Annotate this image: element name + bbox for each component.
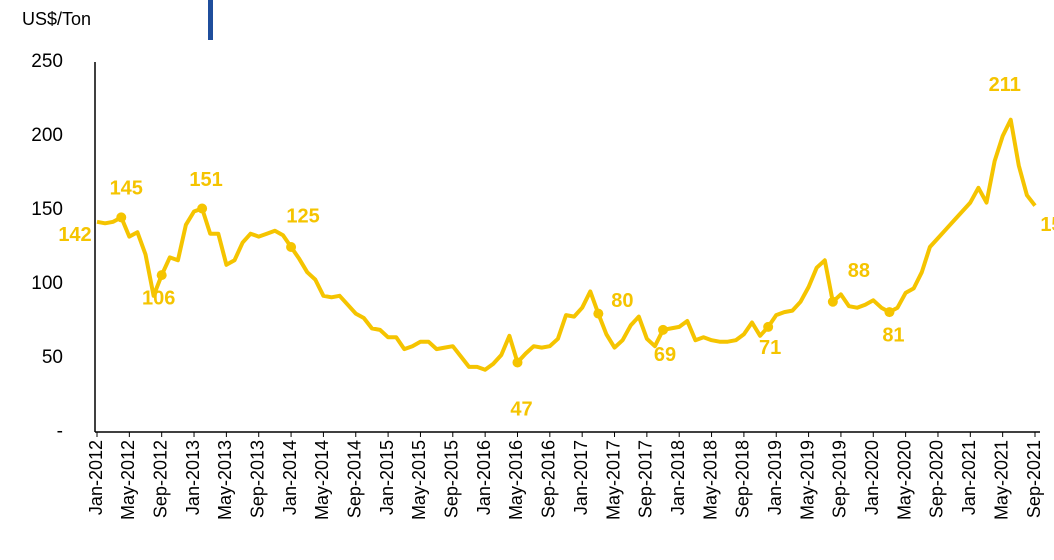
- x-tick-label: Jan-2012: [86, 440, 106, 515]
- marker: [286, 242, 297, 252]
- x-tick-label: May-2012: [118, 440, 138, 520]
- x-tick-label: May-2020: [894, 440, 914, 520]
- y-tick-label: 100: [31, 273, 63, 294]
- marker: [156, 270, 167, 281]
- y-axis-label: US$/Ton: [22, 9, 91, 29]
- x-tick-label: May-2014: [312, 440, 332, 520]
- value-label: 211: [989, 74, 1021, 96]
- x-tick-label: May-2013: [215, 440, 235, 520]
- x-tick-label: May-2018: [700, 440, 720, 520]
- x-tick-label: Jan-2014: [280, 440, 300, 515]
- marker: [884, 307, 895, 318]
- value-label: 69: [654, 344, 676, 366]
- value-label: 153: [1040, 214, 1054, 236]
- x-tick-label: Jan-2020: [862, 440, 882, 515]
- value-label: 47: [510, 399, 532, 421]
- x-tick-label: Sep-2019: [830, 440, 850, 518]
- x-tick-label: Jan-2013: [183, 440, 203, 515]
- x-tick-label: Jan-2016: [474, 440, 494, 515]
- x-tick-label: Sep-2014: [345, 440, 365, 518]
- x-tick-label: Jan-2018: [668, 440, 688, 515]
- x-tick-label: May-2016: [506, 440, 526, 520]
- marker: [827, 296, 838, 307]
- y-tick-label: 200: [31, 125, 63, 146]
- y-tick-label: 250: [31, 51, 63, 72]
- marker: [197, 203, 208, 214]
- x-tick-label: Jan-2021: [959, 440, 979, 515]
- marker: [658, 324, 669, 335]
- value-label: 125: [286, 205, 319, 227]
- x-tick-label: Sep-2020: [927, 440, 947, 518]
- value-label: 145: [110, 178, 143, 200]
- x-tick-label: May-2019: [797, 440, 817, 520]
- x-tick-label: Jan-2015: [377, 440, 397, 515]
- value-label: 81: [882, 324, 904, 346]
- marker: [116, 212, 127, 223]
- value-label: 71: [759, 337, 781, 359]
- x-tick-label: Sep-2016: [539, 440, 559, 518]
- x-tick-label: Sep-2017: [636, 440, 656, 518]
- x-tick-label: Jan-2019: [765, 440, 785, 515]
- x-tick-label: May-2021: [991, 440, 1011, 520]
- x-tick-label: Sep-2018: [733, 440, 753, 518]
- x-tick-label: May-2015: [409, 440, 429, 520]
- marker: [763, 321, 774, 332]
- decor-bar: [208, 0, 213, 40]
- value-label: 106: [142, 287, 175, 309]
- x-tick-label: Sep-2013: [247, 440, 267, 518]
- x-tick-label: May-2017: [603, 440, 623, 520]
- value-label: 151: [189, 169, 222, 191]
- y-tick-label: -: [57, 421, 63, 442]
- x-tick-label: Sep-2012: [150, 440, 170, 518]
- marker: [512, 357, 523, 368]
- value-label: 80: [611, 290, 633, 312]
- value-label: 88: [848, 260, 870, 282]
- y-tick-label: 50: [42, 347, 63, 368]
- value-label: 142: [58, 224, 91, 246]
- y-tick-label: 150: [31, 199, 63, 220]
- x-tick-label: Sep-2021: [1024, 440, 1044, 518]
- marker: [593, 308, 604, 319]
- x-tick-label: Jan-2017: [571, 440, 591, 515]
- x-tick-label: Sep-2015: [442, 440, 462, 518]
- line: [96, 117, 1037, 372]
